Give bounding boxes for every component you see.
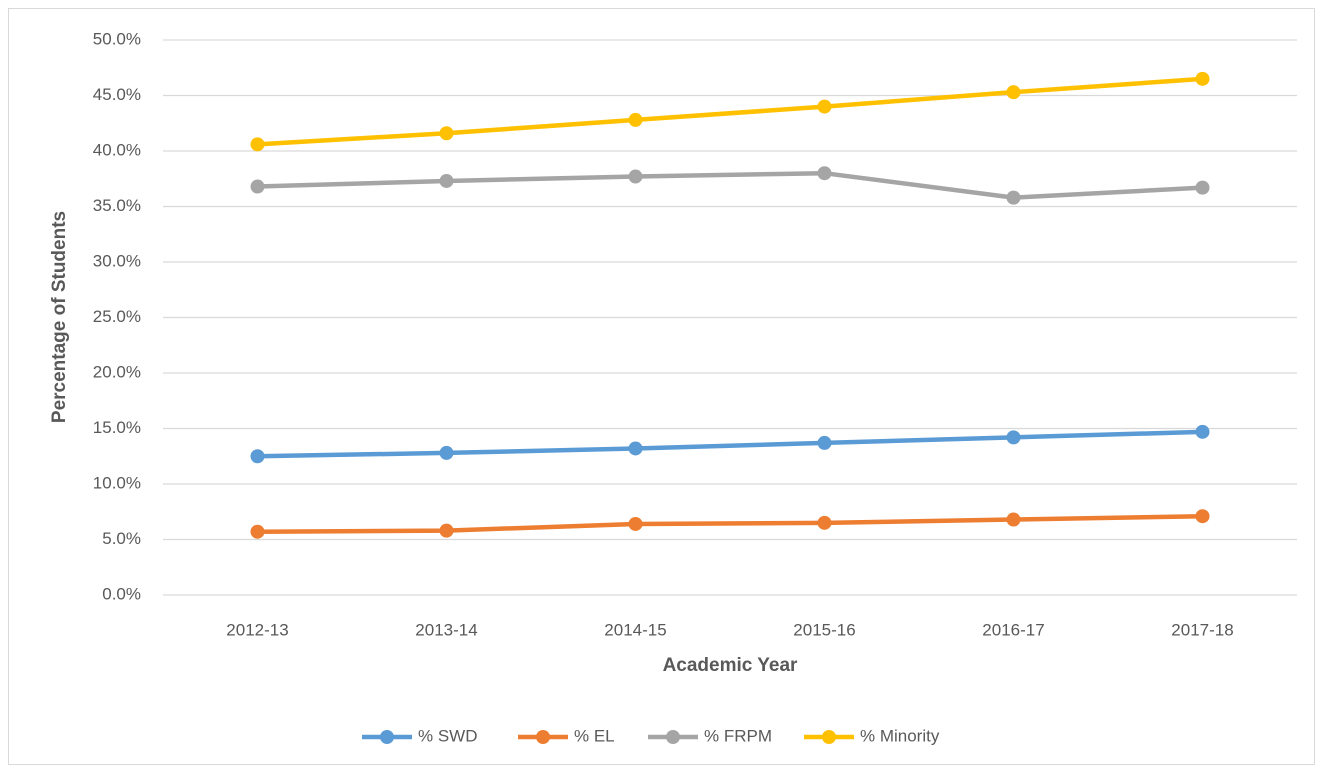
chart-frame: [8, 8, 1315, 765]
y-tick-label: 25.0%: [93, 307, 141, 326]
data-point: [628, 112, 643, 127]
x-tick-label: 2012-13: [226, 620, 288, 639]
data-point: [817, 99, 832, 114]
data-point: [628, 169, 643, 184]
legend-marker: [380, 730, 394, 744]
data-point: [628, 441, 643, 456]
data-point: [439, 126, 454, 141]
y-tick-label: 40.0%: [93, 140, 141, 159]
legend-marker: [536, 730, 550, 744]
data-point: [1006, 190, 1021, 205]
y-tick-label: 50.0%: [93, 29, 141, 48]
data-point: [1195, 180, 1210, 195]
x-tick-label: 2016-17: [982, 620, 1044, 639]
y-tick-label: 35.0%: [93, 196, 141, 215]
y-tick-label: 10.0%: [93, 473, 141, 492]
series-line: [255, 76, 1205, 147]
y-tick-label: 15.0%: [93, 418, 141, 437]
data-point: [1195, 509, 1210, 524]
y-tick-label: 45.0%: [93, 85, 141, 104]
data-point: [1006, 430, 1021, 445]
legend-marker: [822, 730, 836, 744]
x-tick-label: 2014-15: [604, 620, 666, 639]
legend-marker: [666, 730, 680, 744]
x-tick-label: 2017-18: [1171, 620, 1233, 639]
y-tick-label: 30.0%: [93, 251, 141, 270]
data-point: [628, 516, 643, 531]
data-point: [439, 523, 454, 538]
data-point: [439, 173, 454, 188]
data-point: [1006, 85, 1021, 100]
data-point: [250, 449, 265, 464]
legend-label: % Minority: [860, 726, 940, 745]
series-line: [255, 429, 1205, 459]
data-point: [1006, 512, 1021, 527]
data-point: [250, 524, 265, 539]
y-tick-label: 20.0%: [93, 362, 141, 381]
data-point: [1195, 424, 1210, 439]
x-tick-label: 2015-16: [793, 620, 855, 639]
legend-label: % SWD: [418, 726, 478, 745]
data-point: [817, 515, 832, 530]
data-point: [250, 137, 265, 152]
y-tick-label: 5.0%: [102, 529, 141, 548]
x-tick-label: 2013-14: [415, 620, 477, 639]
data-point: [1195, 71, 1210, 86]
data-point: [250, 179, 265, 194]
x-axis-title: Academic Year: [663, 655, 798, 676]
series-line: [255, 170, 1205, 200]
series-line: [255, 513, 1205, 534]
data-point: [439, 445, 454, 460]
y-tick-label: 0.0%: [102, 584, 141, 603]
y-axis-title: Percentage of Students: [49, 211, 70, 423]
data-point: [817, 435, 832, 450]
legend-label: % EL: [574, 726, 615, 745]
data-point: [817, 166, 832, 181]
legend-label: % FRPM: [704, 726, 772, 745]
